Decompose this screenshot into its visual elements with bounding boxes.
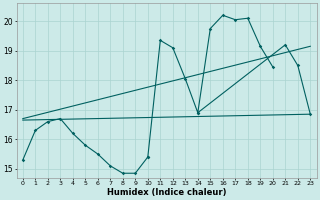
X-axis label: Humidex (Indice chaleur): Humidex (Indice chaleur) <box>107 188 226 197</box>
